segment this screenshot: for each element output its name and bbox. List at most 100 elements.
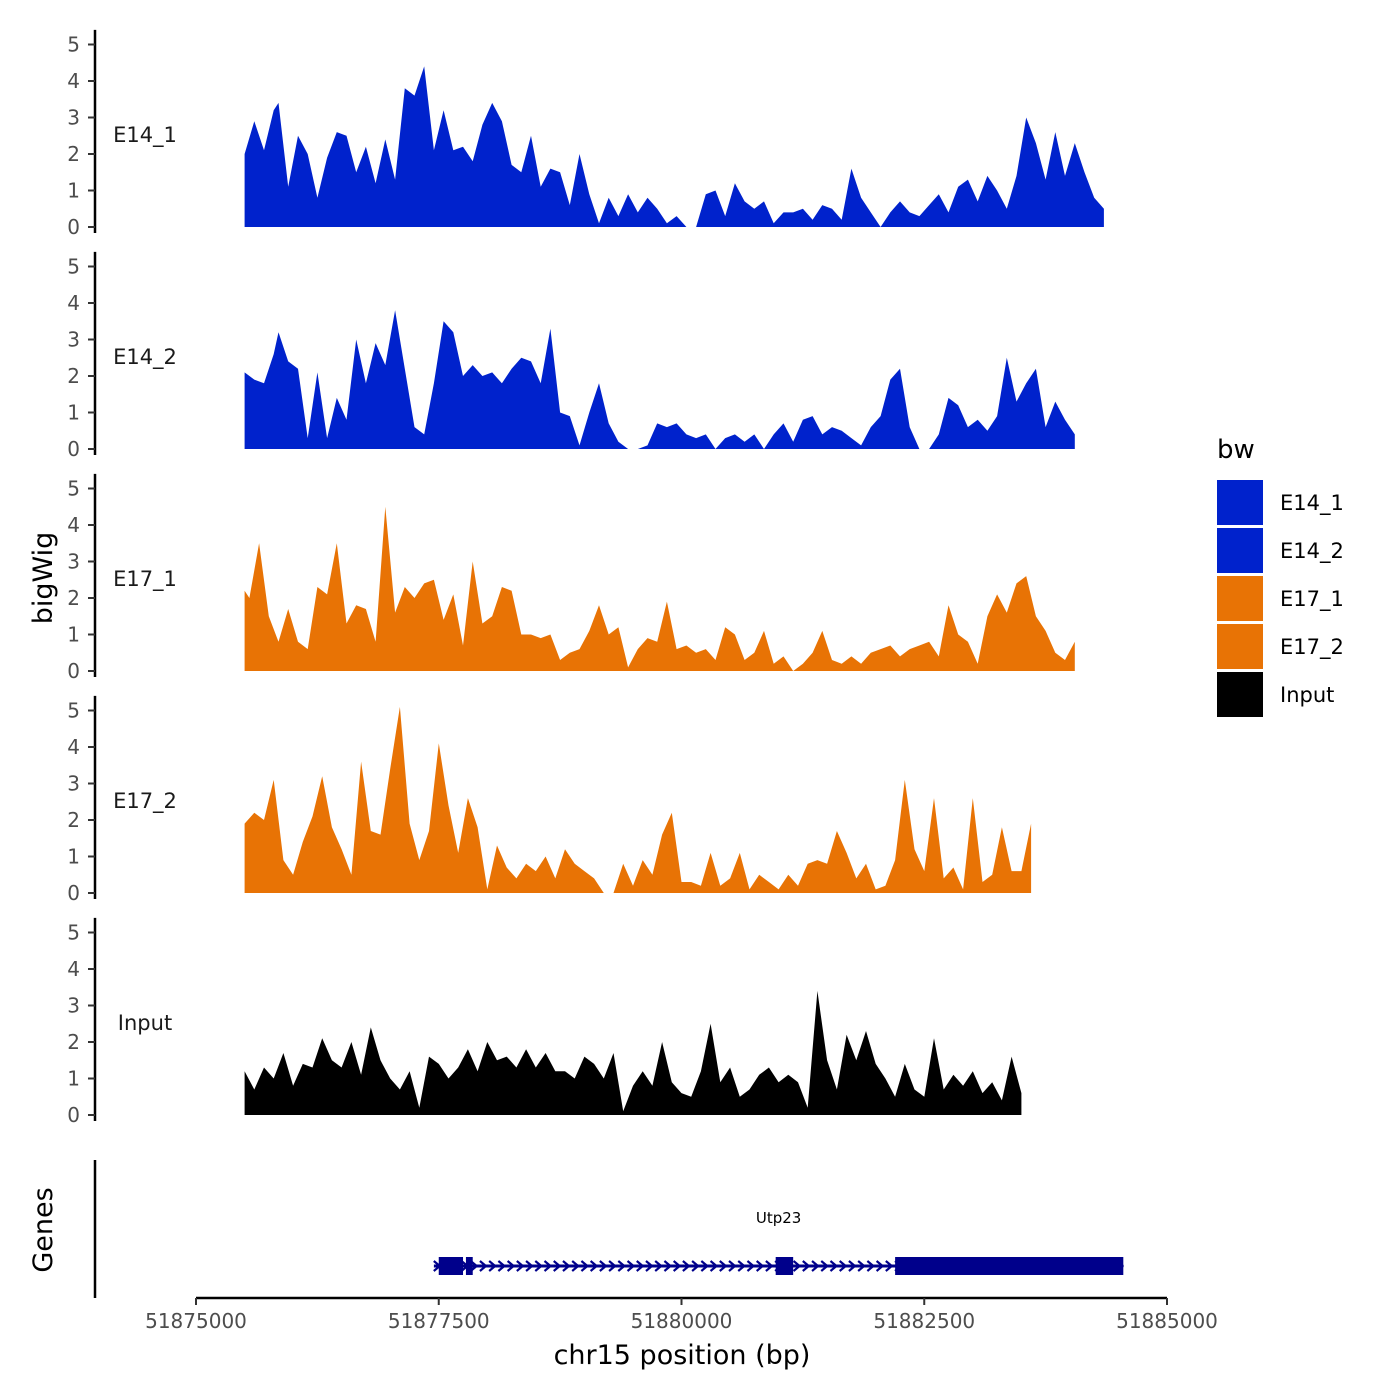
track-label: Input	[118, 1011, 172, 1035]
strand-arrow	[580, 1260, 590, 1272]
x-tick-label: 51877500	[388, 1309, 490, 1333]
gene-exon	[895, 1257, 1124, 1275]
strand-arrow	[746, 1260, 756, 1272]
x-tick-label: 51882500	[873, 1309, 975, 1333]
track-label: E14_1	[113, 123, 177, 148]
track-label: E17_2	[113, 789, 177, 814]
strand-arrow	[497, 1260, 507, 1272]
strand-arrow	[525, 1260, 534, 1272]
y-tick-label: 4	[67, 291, 80, 315]
strand-arrow	[848, 1260, 857, 1272]
strand-arrow	[737, 1260, 746, 1272]
legend-label-E14_1: E14_1	[1280, 491, 1344, 516]
gene-exon	[775, 1257, 794, 1275]
strand-arrow	[755, 1260, 765, 1272]
y-tick-label: 0	[67, 881, 80, 905]
strand-arrow	[562, 1260, 571, 1272]
strand-arrow	[866, 1260, 876, 1272]
x-tick-label: 51880000	[631, 1309, 733, 1333]
legend-swatch-E17_2	[1217, 624, 1263, 669]
track-area-E17_1	[244, 506, 1075, 671]
strand-arrow	[885, 1260, 894, 1272]
strand-arrow	[506, 1260, 516, 1272]
strand-arrow	[672, 1260, 682, 1272]
track-area-E14_2	[244, 310, 1075, 449]
strand-arrow	[811, 1260, 820, 1272]
y-tick-label: 3	[67, 106, 80, 130]
y-tick-label: 1	[67, 401, 80, 425]
strand-arrow	[728, 1260, 737, 1272]
strand-arrow	[479, 1260, 488, 1272]
track-label: E17_1	[113, 567, 177, 592]
legend-label-E14_2: E14_2	[1280, 539, 1344, 564]
strand-arrow	[682, 1260, 691, 1272]
strand-arrow	[571, 1260, 580, 1272]
y-tick-label: 3	[67, 328, 80, 352]
strand-arrow	[700, 1260, 710, 1272]
y-tick-label: 4	[67, 735, 80, 759]
strand-arrow	[875, 1260, 885, 1272]
strand-arrow	[857, 1260, 866, 1272]
legend-swatch-Input	[1217, 672, 1263, 717]
legend-swatch-E17_1	[1217, 576, 1263, 621]
track-area-E14_1	[244, 66, 1104, 228]
y-tick-label: 1	[67, 1067, 80, 1091]
legend-label-E17_1: E17_1	[1280, 587, 1344, 612]
x-axis-title: chr15 position (bp)	[554, 1340, 811, 1371]
strand-arrow	[589, 1260, 599, 1272]
y-tick-label: 3	[67, 772, 80, 796]
track-E14_1: 0 1 2 3 4 5 E14_1	[67, 29, 1104, 239]
strand-arrow	[626, 1260, 636, 1272]
y-tick-label: 0	[67, 437, 80, 461]
strand-arrow	[802, 1260, 811, 1272]
legend-swatch-E14_1	[1217, 480, 1263, 525]
strand-arrow	[553, 1260, 562, 1272]
y-tick-label: 0	[67, 1103, 80, 1127]
y-tick-label: 4	[67, 69, 80, 93]
strand-arrow	[608, 1260, 617, 1272]
y-tick-label: 5	[67, 255, 80, 279]
gene-exon	[438, 1257, 464, 1275]
track-E14_2: 0 1 2 3 4 5 E14_2	[67, 251, 1075, 461]
y-tick-label: 0	[67, 215, 80, 239]
legend-label-Input: Input	[1280, 683, 1334, 707]
y-tick-label: 3	[67, 550, 80, 574]
strand-arrow	[488, 1260, 497, 1272]
track-area-Input	[244, 990, 1022, 1115]
y-axis-title: bigWig	[28, 532, 59, 625]
y-tick-label: 2	[67, 142, 80, 166]
legend-label-E17_2: E17_2	[1280, 635, 1344, 660]
y-tick-label: 5	[67, 699, 80, 723]
y-tick-label: 5	[67, 921, 80, 945]
track-E17_2: 0 1 2 3 4 5 E17_2	[67, 695, 1032, 905]
gene-exon	[465, 1257, 473, 1275]
gene-panel-title: Genes	[28, 1187, 59, 1272]
x-axis: 51875000 51877500 51880000 51882500 51885000	[145, 1296, 1218, 1333]
y-tick-label: 1	[67, 845, 80, 869]
y-tick-label: 1	[67, 179, 80, 203]
strand-arrow	[792, 1260, 802, 1272]
y-tick-label: 4	[67, 957, 80, 981]
legend-swatch-E14_2	[1217, 528, 1263, 573]
y-tick-label: 4	[67, 513, 80, 537]
strand-arrow	[820, 1260, 829, 1272]
y-tick-label: 2	[67, 1030, 80, 1054]
y-tick-label: 5	[67, 33, 80, 57]
strand-arrow	[709, 1260, 719, 1272]
track-Input: 0 1 2 3 4 5 Input	[67, 917, 1022, 1127]
legend: bw E14_1 E14_2 E17_1 E17_2 Input	[1217, 435, 1344, 717]
strand-arrow	[636, 1260, 645, 1272]
gene-name-label: Utp23	[756, 1209, 801, 1227]
strand-arrow	[765, 1260, 774, 1272]
x-tick-label: 51875000	[145, 1309, 247, 1333]
y-tick-label: 0	[67, 659, 80, 683]
strand-arrow	[599, 1260, 608, 1272]
strand-arrow	[534, 1260, 543, 1272]
strand-arrow	[516, 1260, 525, 1272]
y-tick-label: 2	[67, 586, 80, 610]
y-tick-label: 2	[67, 808, 80, 832]
strand-arrow	[663, 1260, 673, 1272]
legend-title: bw	[1217, 435, 1255, 465]
strand-arrow	[719, 1260, 728, 1272]
